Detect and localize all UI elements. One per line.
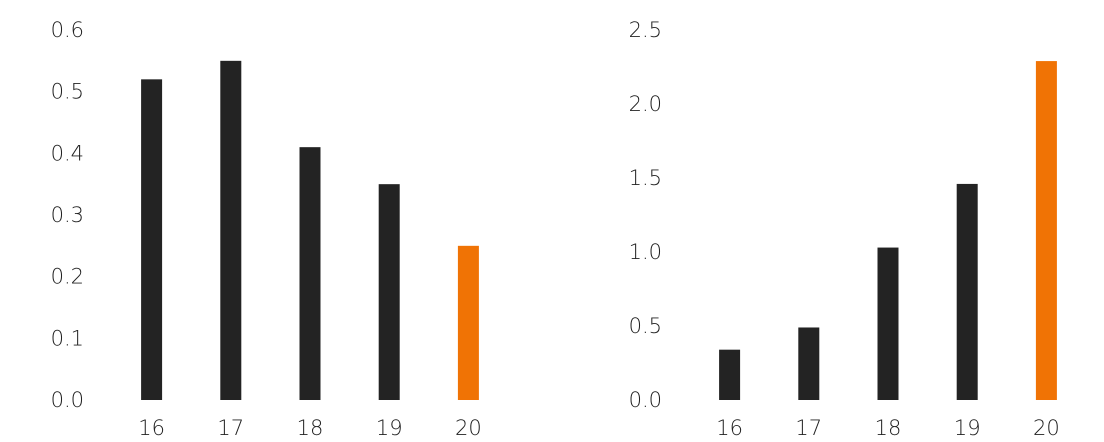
y-tick-label-right-0: 0.0	[629, 388, 662, 412]
y-tick-label-left-4: 0.4	[51, 141, 84, 165]
x-tick-label-left-4: 20	[455, 416, 482, 440]
x-tick-label-right-2: 18	[875, 416, 902, 440]
y-tick-label-right-1: 0.5	[629, 314, 662, 338]
y-tick-label-left-5: 0.5	[51, 80, 84, 104]
bar-right-18	[877, 247, 899, 400]
x-tick-label-left-3: 19	[376, 416, 403, 440]
chart-right: 0.0 0.5 1.0 1.5 2.0 2.5 16 17 18 19 20	[629, 18, 1060, 440]
bar-right-20	[1035, 61, 1057, 401]
y-tick-label-left-6: 0.6	[51, 18, 84, 42]
bar-right-16	[719, 349, 741, 400]
y-tick-label-right-5: 2.5	[629, 18, 662, 42]
y-tick-label-left-1: 0.1	[51, 326, 84, 350]
bar-left-18	[299, 147, 321, 400]
bar-left-20	[457, 245, 479, 400]
bar-left-17	[220, 60, 242, 400]
x-tick-label-left-2: 18	[297, 416, 324, 440]
y-tick-label-left-2: 0.2	[51, 265, 84, 289]
bar-left-19	[378, 184, 400, 400]
chart-left: 0.0 0.1 0.2 0.3 0.4 0.5 0.6 16 17 18 19 20	[51, 18, 482, 440]
x-tick-label-left-0: 16	[138, 416, 165, 440]
y-tick-label-left-0: 0.0	[51, 388, 84, 412]
bar-left-16	[141, 79, 163, 400]
bar-right-19	[956, 183, 978, 400]
bar-right-17	[798, 327, 820, 400]
x-tick-label-left-1: 17	[217, 416, 244, 440]
x-tick-label-right-0: 16	[716, 416, 743, 440]
y-tick-label-right-2: 1.0	[629, 240, 662, 264]
y-tick-label-right-4: 2.0	[629, 92, 662, 116]
x-tick-label-right-4: 20	[1033, 416, 1060, 440]
x-tick-label-right-3: 19	[954, 416, 981, 440]
y-tick-label-left-3: 0.3	[51, 203, 84, 227]
x-tick-label-right-1: 17	[795, 416, 822, 440]
y-tick-label-right-3: 1.5	[629, 166, 662, 190]
